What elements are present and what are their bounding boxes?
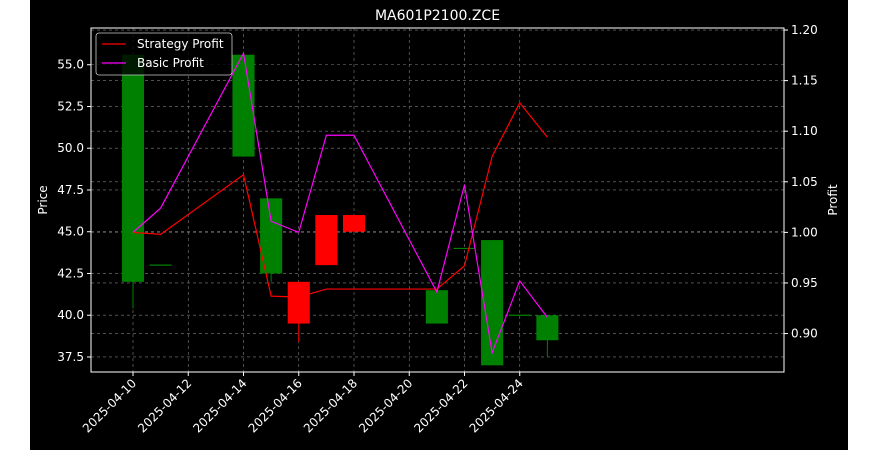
plot-frame bbox=[90, 27, 785, 373]
legend: Strategy Profit Basic Profit bbox=[95, 32, 233, 76]
y-tick-label-left: 52.5 bbox=[57, 99, 84, 113]
grid-layer bbox=[91, 28, 784, 372]
chart-title: MA601P2100.ZCE bbox=[375, 8, 500, 24]
y-tick-label-right: 1.15 bbox=[791, 74, 818, 88]
candle-body bbox=[315, 215, 338, 266]
basic-profit-line bbox=[132, 51, 548, 356]
candle-body bbox=[536, 315, 559, 341]
strategy-profit-line bbox=[132, 101, 548, 298]
candle-body bbox=[342, 215, 366, 232]
y-tick-label-left: 37.5 bbox=[57, 350, 84, 364]
y-tick-label-left: 42.5 bbox=[57, 266, 84, 280]
candle-body bbox=[481, 240, 504, 366]
line-layer bbox=[132, 51, 548, 356]
y-tick-label-right: 1.20 bbox=[791, 23, 818, 37]
legend-box bbox=[95, 32, 233, 76]
candle-body bbox=[121, 54, 145, 282]
y-tick-label-left: 50.0 bbox=[57, 141, 84, 155]
y-axis-label-right: Profit bbox=[826, 184, 840, 216]
candle-body bbox=[260, 198, 283, 274]
y-tick-label-left: 47.5 bbox=[57, 183, 84, 197]
y-tick-label-left: 40.0 bbox=[57, 308, 84, 322]
y-tick-label-left: 45.0 bbox=[57, 225, 84, 239]
y-tick-label-right: 0.95 bbox=[791, 276, 818, 290]
candle-body bbox=[287, 281, 310, 324]
candle-body bbox=[232, 54, 255, 157]
y-axis-label-left: Price bbox=[36, 185, 50, 214]
candle-body bbox=[425, 290, 448, 324]
y-tick-label-right: 1.00 bbox=[791, 225, 818, 239]
y-tick-label-left: 55.0 bbox=[57, 58, 84, 72]
candle-layer bbox=[121, 54, 559, 366]
y-tick-label-right: 1.10 bbox=[791, 124, 818, 138]
y-tick-label-right: 1.05 bbox=[791, 175, 818, 189]
legend-label-basic: Basic Profit bbox=[137, 56, 204, 70]
legend-label-strategy: Strategy Profit bbox=[137, 37, 224, 51]
y-tick-label-right: 0.90 bbox=[791, 327, 818, 341]
